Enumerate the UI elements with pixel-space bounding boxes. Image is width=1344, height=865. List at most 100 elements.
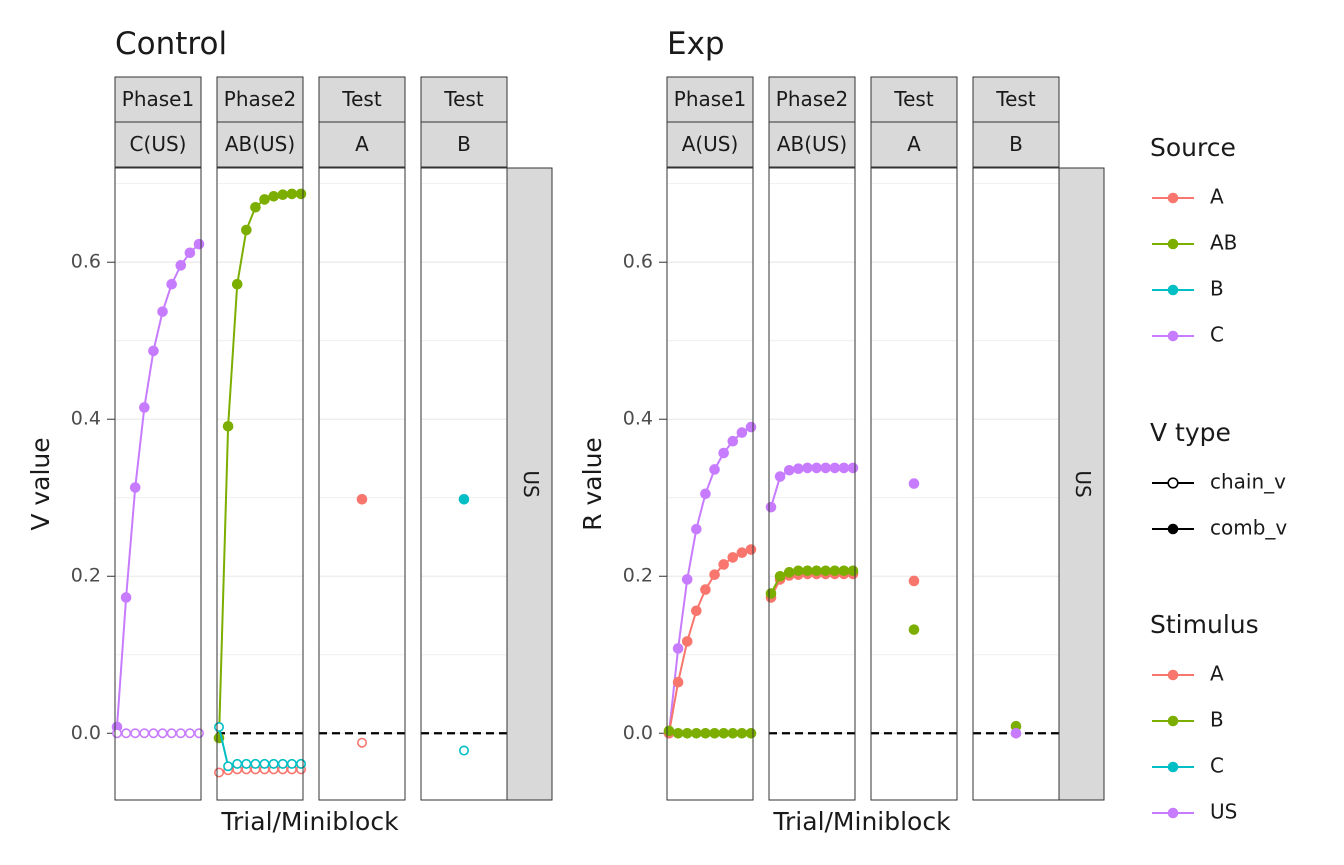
data-point-C-chain_v (157, 728, 168, 739)
facet-strip-bottom-label: A (907, 132, 921, 156)
legend-item-label: A (1210, 185, 1224, 209)
facet-panel-0: Phase1 A(US) (663, 76, 757, 801)
y-tick-label: 0.4 (71, 408, 101, 430)
facet-strip-top (114, 76, 202, 123)
panel-background (319, 168, 405, 800)
legend-item-label: AB (1210, 231, 1237, 255)
data-point-A (727, 552, 739, 563)
facet-strip-top (318, 76, 406, 123)
facet-panel-2: Test A (318, 76, 406, 801)
data-point-US (793, 463, 804, 474)
facet-strip-bottom-label: AB(US) (225, 132, 295, 156)
legend-key-point (1167, 330, 1179, 342)
data-point-B (811, 565, 822, 577)
row-strip-label: US (1071, 470, 1095, 497)
data-point-B-chain_v (259, 758, 270, 769)
data-point-AB-comb_v (295, 188, 307, 200)
x-axis-label: Trial/Miniblock (220, 807, 399, 836)
legend-key-point (1167, 523, 1179, 535)
legend-item-label: C (1210, 754, 1224, 778)
data-point-B (718, 727, 729, 739)
data-point-A (681, 636, 693, 647)
data-point-US (672, 643, 684, 654)
legend-key-point (1167, 669, 1179, 681)
facet-strip-top-label: Phase1 (674, 87, 746, 111)
data-point-A-comb_v (356, 494, 368, 505)
legend-item: C (1152, 754, 1224, 778)
facet-strip-bottom (666, 121, 754, 168)
legend-key-point (1167, 477, 1179, 489)
data-point-B (838, 565, 850, 577)
data-point-B-chain_v (268, 758, 279, 769)
facet-strip-top (870, 76, 958, 123)
facet-strip-top-label: Test (443, 87, 484, 111)
data-point-C-comb_v (166, 278, 177, 290)
y-axis-label: R value (578, 437, 607, 531)
data-point-C-chain_v (184, 728, 195, 739)
facet-strip-top-label: Phase2 (224, 87, 296, 111)
data-point-C-comb_v (193, 238, 205, 250)
data-point-AB-comb_v (286, 188, 298, 200)
legend-key-point (1167, 284, 1179, 296)
data-point-US (700, 488, 711, 500)
data-point-B-chain_v (232, 758, 243, 769)
data-point-US (908, 478, 920, 489)
data-point-B-chain_v (458, 745, 469, 756)
data-point-B (820, 565, 831, 577)
facet-panel-0: Phase1 C(US) (111, 76, 205, 801)
legend-key-point (1167, 192, 1179, 204)
panel-background (421, 168, 507, 800)
facet-strip-bottom-label: C(US) (130, 132, 187, 156)
facet-strip-bottom-label: B (1009, 132, 1023, 156)
data-point-A (745, 544, 757, 555)
legend-item-label: A (1210, 662, 1224, 686)
data-point-US (802, 462, 813, 474)
legend-item-label: B (1210, 277, 1224, 301)
legend-item: A (1152, 185, 1224, 209)
legend-item: B (1152, 277, 1224, 301)
data-point-US (811, 462, 822, 474)
data-point-US (838, 462, 850, 474)
legend-key-point (1167, 761, 1179, 773)
y-tick-label: 0.2 (71, 565, 101, 587)
facet-strip-top (420, 76, 508, 123)
chart-exp: Exp R value Trial/Miniblock 0.0 0.2 0.4 0.6 Pha… (578, 26, 1105, 836)
y-tick-label: 0.4 (623, 408, 653, 430)
facet-panel-2: Test A (870, 76, 958, 801)
legend-item-label: US (1210, 800, 1237, 824)
y-tick-label: 0.0 (71, 722, 101, 744)
facet-strip-bottom (318, 121, 406, 168)
data-point-AB-comb_v (222, 420, 234, 432)
legend-item: C (1152, 323, 1224, 347)
legend-item-label: comb_v (1210, 516, 1287, 540)
data-point-C-chain_v (139, 728, 150, 739)
y-axis-label: V value (26, 437, 55, 530)
data-point-B (829, 565, 841, 577)
legend-item: A (1152, 662, 1224, 686)
data-point-B (672, 727, 684, 739)
facet-strip-top-label: Test (995, 87, 1036, 111)
data-point-US (727, 435, 739, 447)
data-point-C-chain_v (130, 728, 141, 739)
legend-title: Stimulus (1150, 610, 1259, 639)
chart-title: Exp (667, 26, 725, 62)
legend-source: Source A AB BC (1150, 133, 1237, 347)
data-point-C-comb_v (184, 247, 196, 259)
panel-border (870, 167, 958, 801)
panel-border (666, 167, 754, 801)
data-point-US (745, 421, 757, 433)
data-point-B (793, 565, 804, 577)
data-point-C-comb_v (175, 260, 187, 271)
data-point-C-comb_v (157, 306, 168, 317)
data-point-US (681, 574, 693, 585)
data-point-C-chain_v (166, 728, 177, 739)
data-point-A (700, 584, 711, 595)
data-point-B-chain_v (223, 761, 234, 772)
legend-item: AB (1152, 231, 1237, 255)
data-point-B (727, 727, 739, 739)
legend-item: chain_v (1152, 470, 1286, 494)
panel-border (318, 167, 406, 801)
x-axis-label: Trial/Miniblock (772, 807, 951, 836)
facet-panel-3: Test B (972, 76, 1060, 801)
